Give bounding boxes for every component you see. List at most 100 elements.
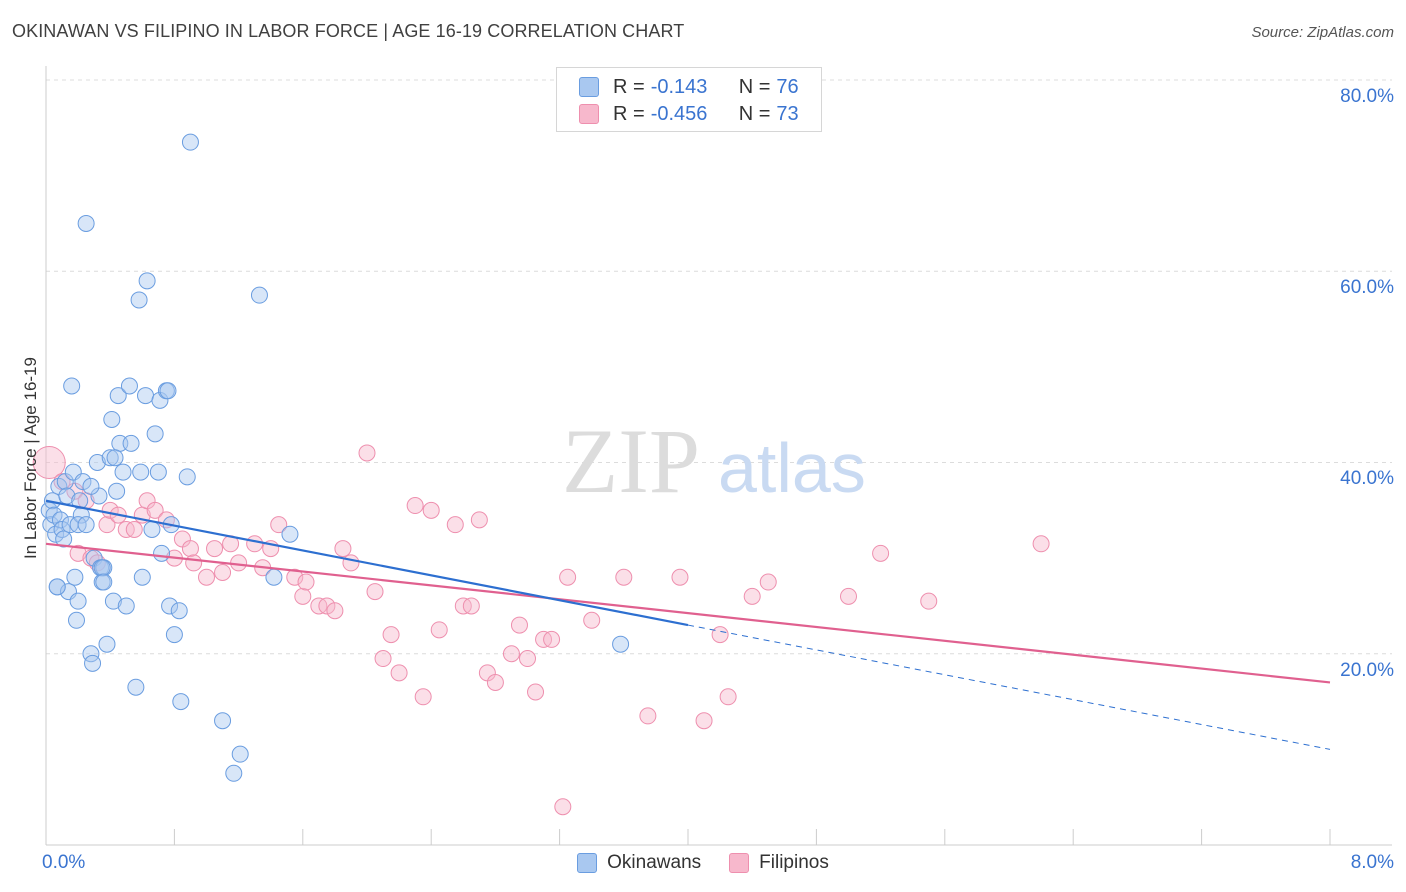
- okinawan-point: [77, 214, 95, 232]
- n-value: 73: [776, 102, 799, 125]
- watermark-zip: ZIP: [562, 410, 700, 512]
- grid-lines: [46, 79, 1392, 655]
- filipino-point: [358, 444, 376, 462]
- okinawan-point: [77, 516, 95, 534]
- filipino-point: [98, 516, 116, 534]
- okinawan-point: [93, 559, 111, 577]
- legend-row-filipinos: R = -0.456 N = 73: [579, 101, 799, 127]
- watermark-atlas: atlas: [718, 429, 866, 507]
- okinawan-point: [214, 712, 232, 730]
- filipino-swatch: [729, 853, 750, 873]
- okinawan-point: [172, 693, 190, 711]
- stats-legend: R = -0.143 N = 76 R = -0.456 N = 73: [556, 67, 822, 132]
- okinawan-point: [88, 454, 106, 471]
- legend-label: Filipinos: [759, 852, 829, 873]
- filipino-trend-line: [45, 542, 1331, 684]
- filipino-point: [543, 630, 561, 648]
- okinawan-point: [95, 573, 113, 591]
- okinawan-point: [109, 387, 127, 405]
- filipino-point: [422, 501, 440, 519]
- okinawan-point: [101, 449, 119, 467]
- filipino-point: [719, 688, 737, 706]
- y-tick-label-80: 80.0%: [1340, 86, 1394, 107]
- filipino-point: [759, 573, 777, 591]
- legend-item-okinawans[interactable]: Okinawans: [577, 852, 701, 874]
- filipino-point: [639, 707, 657, 725]
- okinawan-trend-line: [45, 499, 689, 627]
- filipino-point: [872, 544, 890, 562]
- filipino-point: [342, 554, 360, 572]
- y-tick-label-40: 40.0%: [1340, 468, 1394, 489]
- okinawan-point: [120, 377, 138, 395]
- okinawan-points: [40, 133, 630, 782]
- filipino-point: [554, 798, 572, 816]
- filipino-point: [214, 563, 232, 581]
- okinawan-point: [108, 482, 126, 500]
- filipino-point: [920, 592, 938, 610]
- y-tick-label-60: 60.0%: [1340, 277, 1394, 298]
- filipino-point: [711, 626, 729, 644]
- okinawan-point: [117, 597, 135, 615]
- filipino-point: [125, 520, 143, 538]
- okinawan-point: [104, 592, 122, 610]
- okinawan-point: [149, 463, 167, 481]
- legend-label: Okinawans: [607, 852, 702, 873]
- okinawan-point: [146, 425, 164, 443]
- filipino-point: [366, 583, 384, 601]
- series-legend: Okinawans Filipinos: [0, 852, 1406, 874]
- filipino-point: [146, 501, 164, 519]
- legend-item-filipinos[interactable]: Filipinos: [729, 852, 829, 874]
- filipino-swatch: [579, 104, 599, 124]
- filipino-point: [297, 573, 315, 591]
- y-tick-label-20: 20.0%: [1340, 660, 1394, 681]
- okinawan-point: [69, 592, 87, 610]
- okinawan-point: [153, 544, 171, 562]
- filipino-point: [840, 587, 857, 605]
- okinawan-point: [159, 382, 177, 400]
- okinawan-point: [82, 477, 100, 495]
- okinawan-point: [281, 525, 299, 543]
- okinawan-point: [130, 291, 148, 309]
- filipino-point: [185, 554, 203, 572]
- filipino-point: [559, 568, 577, 586]
- okinawan-trend-projection: [687, 624, 1331, 750]
- okinawan-point: [161, 597, 179, 615]
- okinawan-point: [225, 764, 243, 782]
- okinawan-swatch: [579, 77, 599, 97]
- okinawan-point: [122, 434, 140, 452]
- filipino-point: [382, 626, 400, 644]
- filipino-point: [246, 535, 264, 553]
- okinawan-point: [71, 492, 89, 510]
- okinawan-point: [231, 745, 249, 763]
- x-tick-label-max: 8.0%: [1350, 852, 1394, 873]
- filipino-point: [390, 664, 408, 682]
- r-label: R =: [613, 102, 645, 125]
- r-value: -0.456: [650, 102, 708, 125]
- okinawan-point: [165, 626, 183, 644]
- okinawan-point: [127, 678, 145, 696]
- r-label: R =: [613, 75, 645, 98]
- filipino-point: [318, 597, 336, 615]
- okinawan-point: [133, 568, 151, 586]
- n-label: N =: [738, 102, 771, 125]
- okinawan-point: [132, 463, 150, 481]
- filipino-point: [374, 650, 392, 668]
- filipino-point: [527, 683, 545, 701]
- okinawan-point: [250, 286, 268, 304]
- filipino-point: [286, 568, 304, 586]
- filipino-point: [446, 516, 464, 534]
- okinawan-point: [265, 568, 283, 586]
- filipino-point: [32, 446, 66, 479]
- filipino-point: [326, 602, 344, 620]
- filipino-point: [414, 688, 432, 706]
- legend-row-okinawans: R = -0.143 N = 76: [579, 74, 799, 100]
- filipino-point: [615, 568, 633, 586]
- n-label: N =: [738, 75, 771, 98]
- filipino-point: [462, 597, 480, 615]
- filipino-point: [486, 673, 504, 691]
- chart-title: OKINAWAN VS FILIPINO IN LABOR FORCE | AG…: [12, 21, 685, 41]
- okinawan-point: [612, 635, 630, 653]
- filipino-point: [671, 568, 689, 586]
- filipino-point: [510, 616, 528, 634]
